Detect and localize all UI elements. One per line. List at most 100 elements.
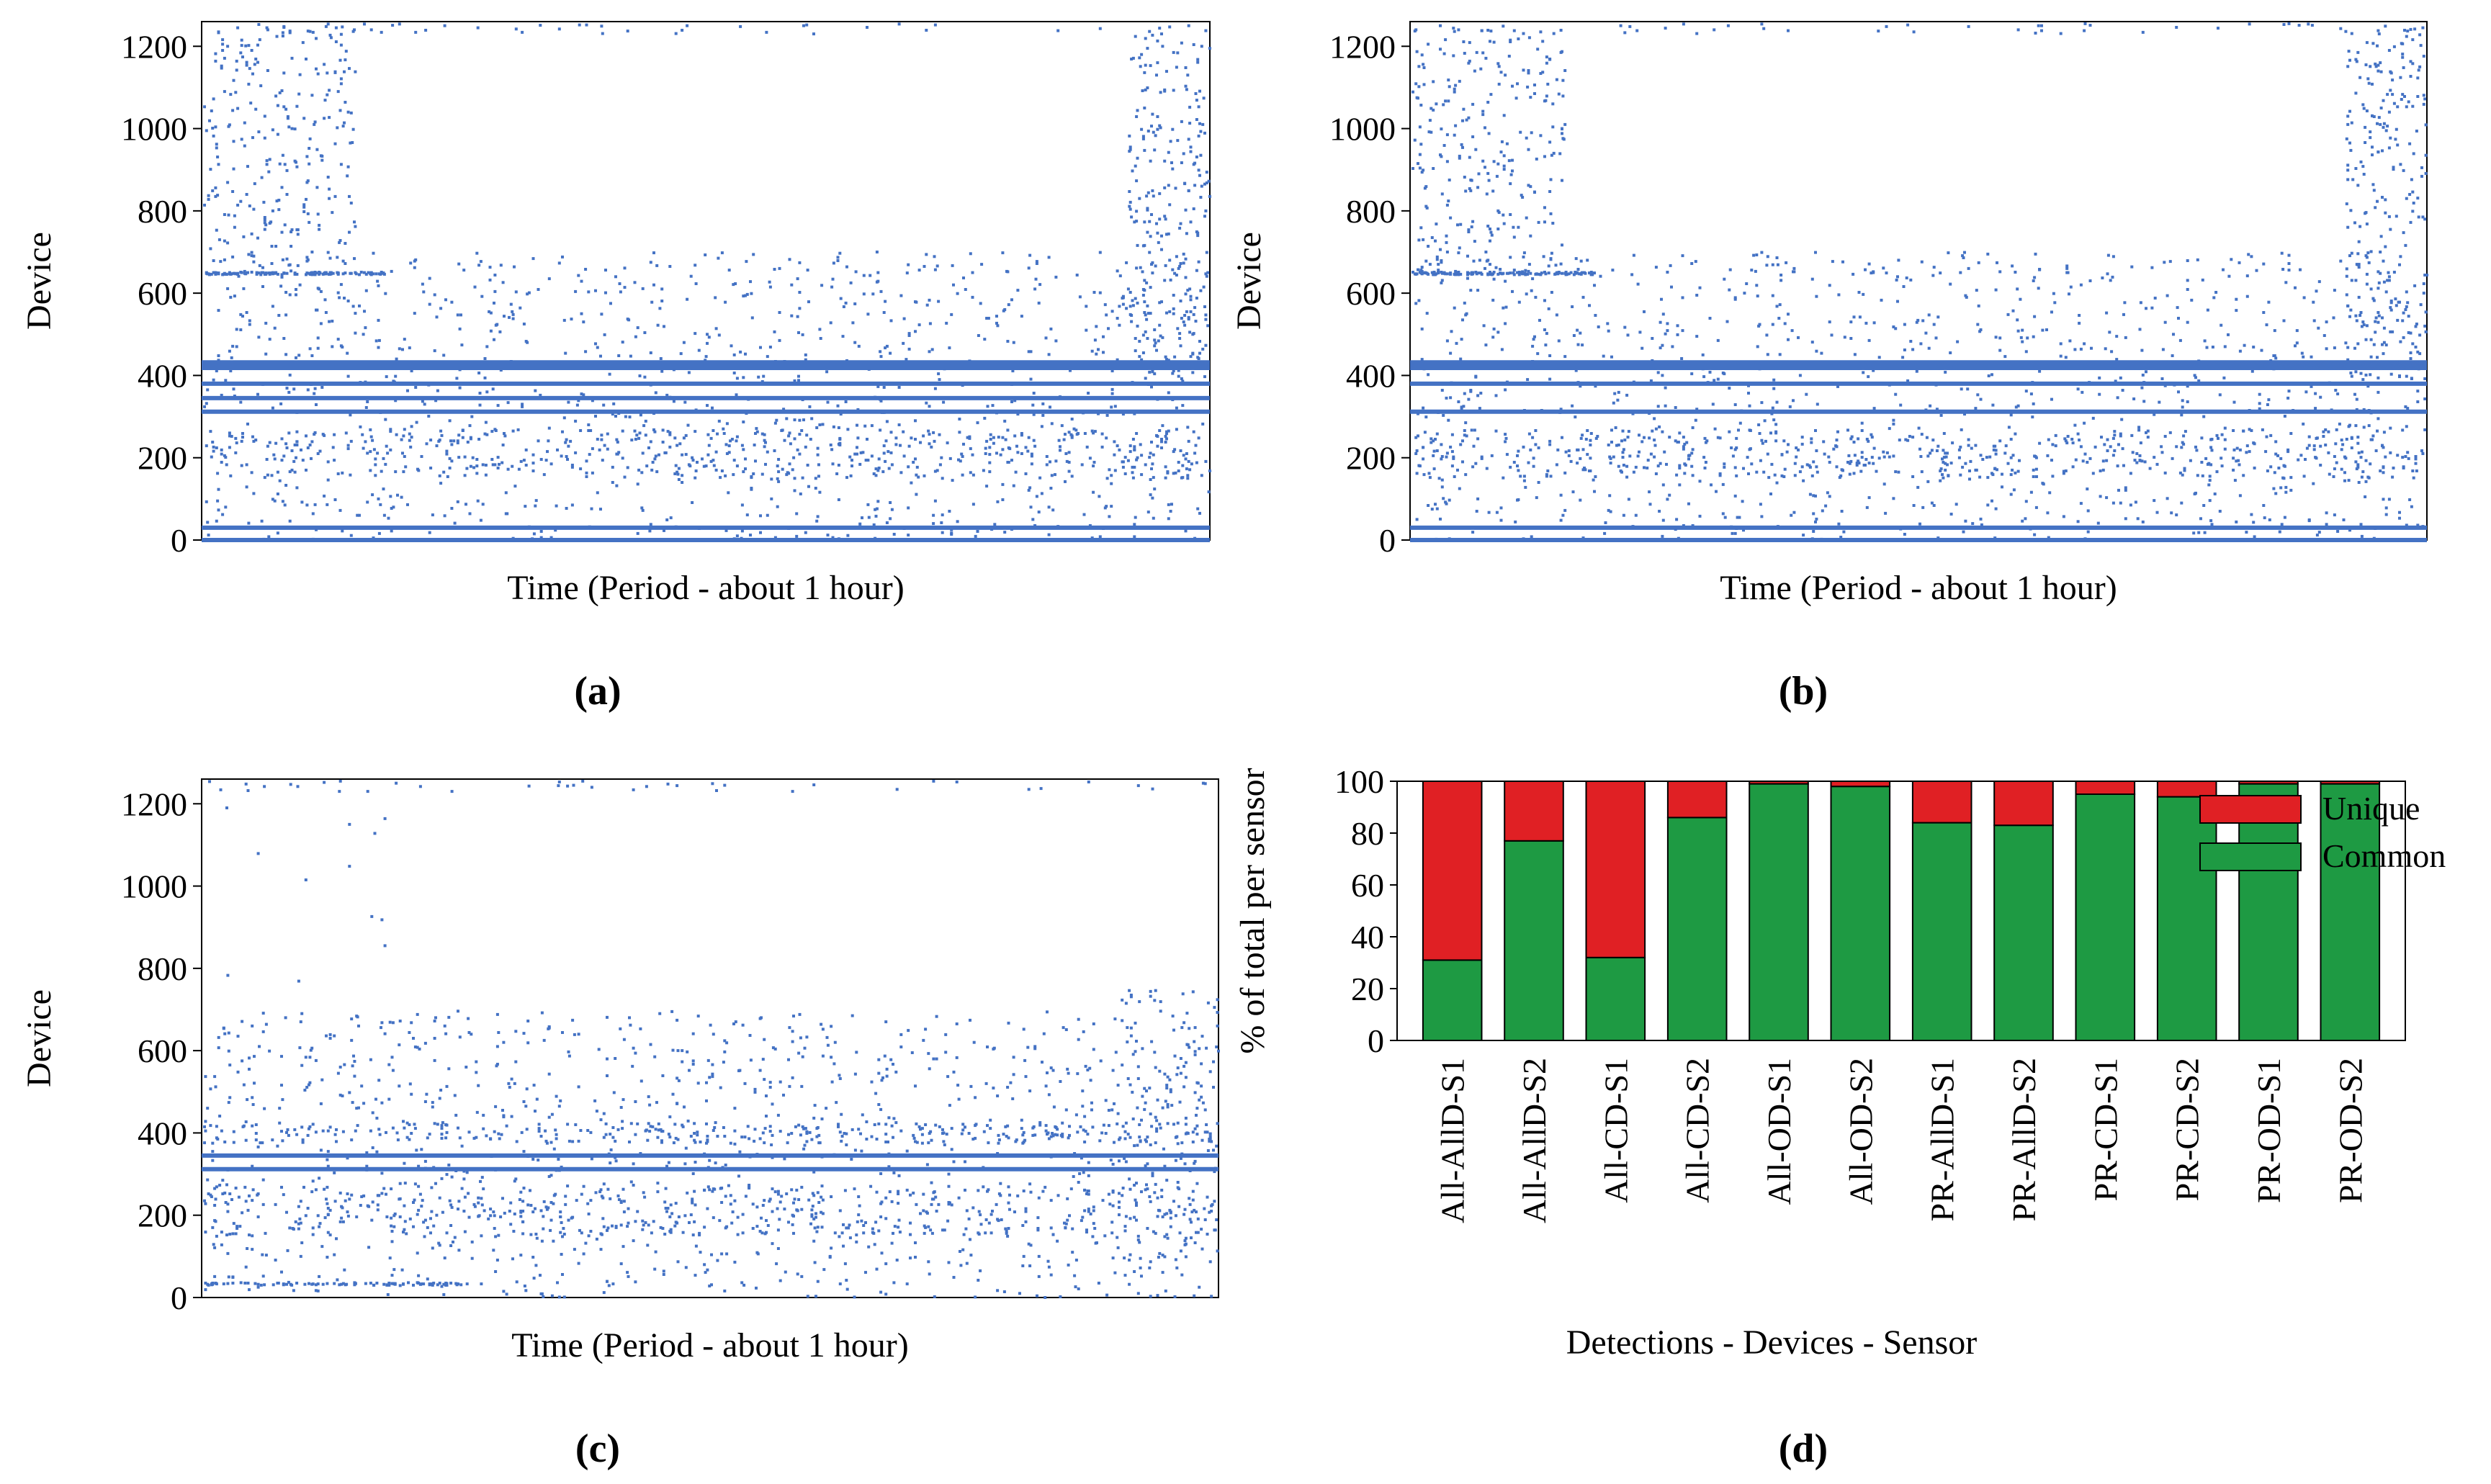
data-point	[1949, 282, 1952, 286]
data-point	[2409, 331, 2413, 335]
data-point	[1626, 333, 1630, 337]
data-point	[1666, 498, 1669, 501]
data-point	[2069, 285, 2073, 289]
data-point	[2322, 334, 2326, 337]
data-point	[1526, 272, 1530, 276]
data-point	[1630, 273, 1634, 276]
data-point	[988, 461, 992, 464]
data-point	[380, 1101, 384, 1105]
data-point	[1941, 457, 1944, 461]
data-point	[216, 194, 220, 197]
data-point	[246, 422, 249, 426]
data-point	[1771, 263, 1774, 266]
data-point	[1449, 445, 1453, 449]
data-point	[771, 1187, 774, 1191]
data-point	[1202, 96, 1206, 100]
data-point	[1439, 48, 1442, 51]
data-point	[1475, 50, 1478, 54]
data-point	[2138, 454, 2142, 457]
data-point	[1862, 371, 1865, 374]
data-point	[1135, 210, 1139, 213]
data-point	[280, 1055, 283, 1058]
data-point	[1944, 370, 1947, 374]
data-point	[1435, 255, 1439, 258]
data-point	[889, 351, 892, 355]
data-point	[647, 446, 650, 449]
data-point	[635, 433, 639, 437]
data-point	[207, 534, 210, 537]
data-point	[2180, 446, 2183, 449]
data-point	[1165, 437, 1168, 441]
data-point	[1010, 459, 1013, 462]
data-point	[735, 435, 739, 439]
data-point	[403, 428, 406, 431]
data-point	[1695, 32, 1699, 35]
data-point	[439, 1089, 443, 1092]
data-point	[1140, 1274, 1143, 1278]
data-point	[1867, 462, 1871, 465]
data-point	[2379, 122, 2382, 126]
data-point	[2021, 328, 2024, 332]
data-point	[209, 430, 212, 433]
data-point	[1161, 424, 1164, 428]
data-point	[2103, 443, 2106, 446]
data-point	[928, 350, 931, 354]
data-point	[308, 220, 311, 224]
data-point	[959, 1264, 963, 1267]
data-point	[2091, 472, 2095, 475]
data-point	[2411, 38, 2415, 42]
data-point	[306, 388, 310, 392]
data-point	[1204, 209, 1208, 212]
data-point	[353, 220, 356, 224]
data-point	[1858, 315, 1862, 319]
data-point	[570, 465, 574, 469]
data-point	[1849, 437, 1853, 441]
data-point	[611, 1282, 615, 1286]
data-point	[1449, 272, 1453, 276]
data-point	[999, 1194, 1002, 1197]
data-point	[352, 1054, 355, 1058]
data-point	[490, 458, 494, 461]
data-point	[1733, 296, 1737, 300]
data-point	[1151, 496, 1154, 500]
data-point	[1930, 449, 1934, 452]
data-point	[2376, 69, 2380, 73]
data-point	[1978, 475, 1982, 479]
data-point	[1154, 134, 1157, 138]
data-point	[313, 387, 317, 390]
data-point	[217, 1046, 220, 1050]
data-point	[819, 337, 822, 340]
data-point	[1504, 440, 1507, 444]
data-point	[416, 1012, 419, 1016]
data-point	[914, 330, 917, 333]
data-point	[1545, 332, 1548, 336]
data-point	[531, 453, 535, 457]
data-point	[239, 51, 243, 55]
data-point	[1028, 486, 1032, 490]
data-point	[1458, 246, 1461, 250]
data-point	[1459, 272, 1463, 276]
data-point	[1563, 355, 1567, 359]
data-point	[2083, 421, 2086, 425]
data-point	[261, 1012, 265, 1015]
data-point	[227, 1049, 230, 1053]
data-point	[580, 312, 583, 315]
data-point	[1149, 478, 1152, 481]
data-point	[1792, 266, 1796, 270]
data-point	[587, 429, 591, 432]
data-point	[2253, 535, 2256, 539]
data-point	[2009, 493, 2013, 496]
data-point	[661, 1074, 665, 1077]
data-point	[2413, 284, 2417, 287]
data-point	[2319, 464, 2322, 467]
data-point	[2371, 114, 2374, 117]
data-point	[1745, 282, 1749, 285]
data-point	[956, 1084, 960, 1087]
data-point	[1028, 1182, 1032, 1186]
data-point	[879, 1107, 883, 1111]
data-point	[862, 274, 866, 277]
data-point	[742, 294, 745, 298]
data-point	[271, 272, 274, 276]
data-point	[448, 457, 452, 460]
data-point	[1919, 342, 1923, 346]
